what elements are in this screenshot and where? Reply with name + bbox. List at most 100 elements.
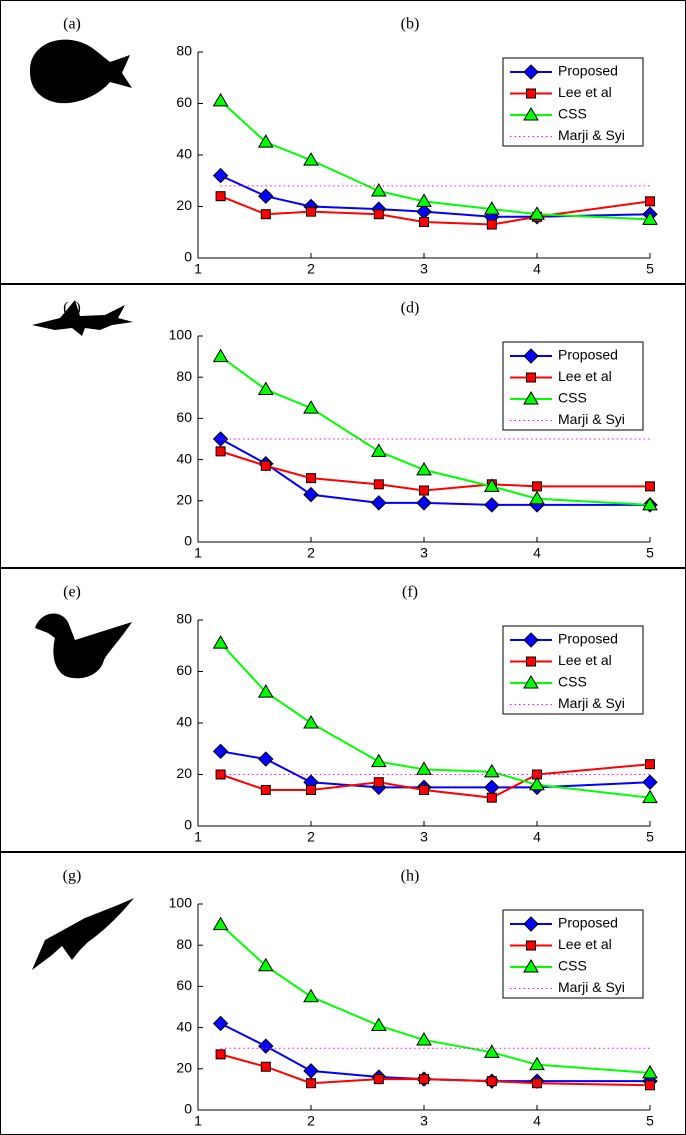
y-tick-label: 20 — [176, 1060, 192, 1076]
x-tick-label: 3 — [420, 1113, 428, 1129]
marker — [420, 785, 429, 794]
legend-label: CSS — [558, 674, 587, 690]
y-tick-label: 0 — [184, 1101, 192, 1117]
marker — [420, 1075, 429, 1084]
marker — [420, 217, 429, 226]
marker — [533, 1079, 542, 1088]
x-tick-label: 3 — [420, 829, 428, 845]
marker — [527, 89, 536, 98]
legend-label: Lee et al — [558, 652, 612, 668]
y-tick-label: 40 — [176, 146, 192, 162]
panel-label: (g) — [63, 868, 82, 885]
marker — [487, 1077, 496, 1086]
marker — [214, 94, 228, 106]
marker — [261, 210, 270, 219]
legend-label: Lee et al — [558, 84, 612, 100]
marker — [261, 785, 270, 794]
marker — [527, 941, 536, 950]
marker — [372, 444, 386, 456]
y-tick-label: 60 — [176, 662, 192, 678]
x-tick-label: 3 — [420, 545, 428, 561]
marker — [259, 383, 273, 395]
marker — [216, 1050, 225, 1059]
legend-label: CSS — [558, 390, 587, 406]
panel-label: (e) — [63, 584, 81, 601]
y-tick-label: 60 — [176, 977, 192, 993]
marker — [304, 990, 318, 1002]
marker — [374, 480, 383, 489]
x-tick-label: 5 — [646, 261, 654, 277]
y-tick-label: 100 — [169, 895, 193, 911]
marker — [527, 373, 536, 382]
legend-label: Proposed — [558, 915, 618, 931]
x-tick-label: 4 — [533, 829, 541, 845]
x-tick-label: 5 — [646, 1113, 654, 1129]
marker — [485, 498, 499, 512]
legend-label: CSS — [558, 106, 587, 122]
x-tick-label: 5 — [646, 829, 654, 845]
marker — [307, 207, 316, 216]
marker — [646, 197, 655, 206]
marker — [259, 1039, 273, 1053]
y-tick-label: 80 — [176, 43, 192, 59]
marker — [214, 1016, 228, 1030]
marker — [214, 918, 228, 930]
shape-silhouette — [32, 898, 134, 970]
y-tick-label: 80 — [176, 936, 192, 952]
legend-label: Proposed — [558, 631, 618, 647]
chart-title: (d) — [401, 300, 420, 317]
marker — [259, 189, 273, 203]
marker — [216, 192, 225, 201]
marker — [304, 1064, 318, 1078]
legend-label: Marji & Syi — [558, 979, 625, 995]
figure: (a)(b)02040608012345ProposedLee et alCSS… — [0, 0, 686, 1135]
marker — [372, 496, 386, 510]
marker — [374, 778, 383, 787]
marker — [261, 1062, 270, 1071]
marker — [533, 482, 542, 491]
x-tick-label: 1 — [194, 545, 202, 561]
marker — [420, 486, 429, 495]
legend-label: Proposed — [558, 63, 618, 79]
marker — [372, 755, 386, 767]
x-tick-label: 1 — [194, 261, 202, 277]
x-tick-label: 1 — [194, 1113, 202, 1129]
x-tick-label: 3 — [420, 261, 428, 277]
marker — [214, 169, 228, 183]
marker — [214, 350, 228, 362]
x-tick-label: 4 — [533, 1113, 541, 1129]
y-tick-label: 60 — [176, 409, 192, 425]
legend-label: Marji & Syi — [558, 411, 625, 427]
series-line — [221, 451, 650, 490]
legend-label: Proposed — [558, 347, 618, 363]
y-tick-label: 60 — [176, 94, 192, 110]
x-tick-label: 5 — [646, 545, 654, 561]
page: (a)(b)02040608012345ProposedLee et alCSS… — [0, 0, 686, 1135]
legend-label: Marji & Syi — [558, 127, 625, 143]
x-tick-label: 1 — [194, 829, 202, 845]
marker — [214, 636, 228, 648]
marker — [487, 793, 496, 802]
panel-label: (a) — [63, 16, 81, 33]
marker — [646, 760, 655, 769]
y-tick-label: 40 — [176, 1018, 192, 1034]
marker — [304, 488, 318, 502]
x-tick-label: 2 — [307, 545, 315, 561]
series-line — [221, 1023, 650, 1081]
y-tick-label: 100 — [169, 327, 193, 343]
x-tick-label: 4 — [533, 261, 541, 277]
shape-silhouette — [35, 613, 132, 678]
y-tick-label: 20 — [176, 765, 192, 781]
chart-title: (b) — [401, 16, 420, 33]
marker — [646, 482, 655, 491]
y-tick-label: 80 — [176, 368, 192, 384]
marker — [643, 775, 657, 789]
legend-label: CSS — [558, 958, 587, 974]
x-tick-label: 2 — [307, 1113, 315, 1129]
y-tick-label: 0 — [184, 533, 192, 549]
marker — [307, 1079, 316, 1088]
y-tick-label: 40 — [176, 450, 192, 466]
legend-label: Marji & Syi — [558, 695, 625, 711]
shape-silhouette — [30, 40, 132, 104]
marker — [374, 1075, 383, 1084]
